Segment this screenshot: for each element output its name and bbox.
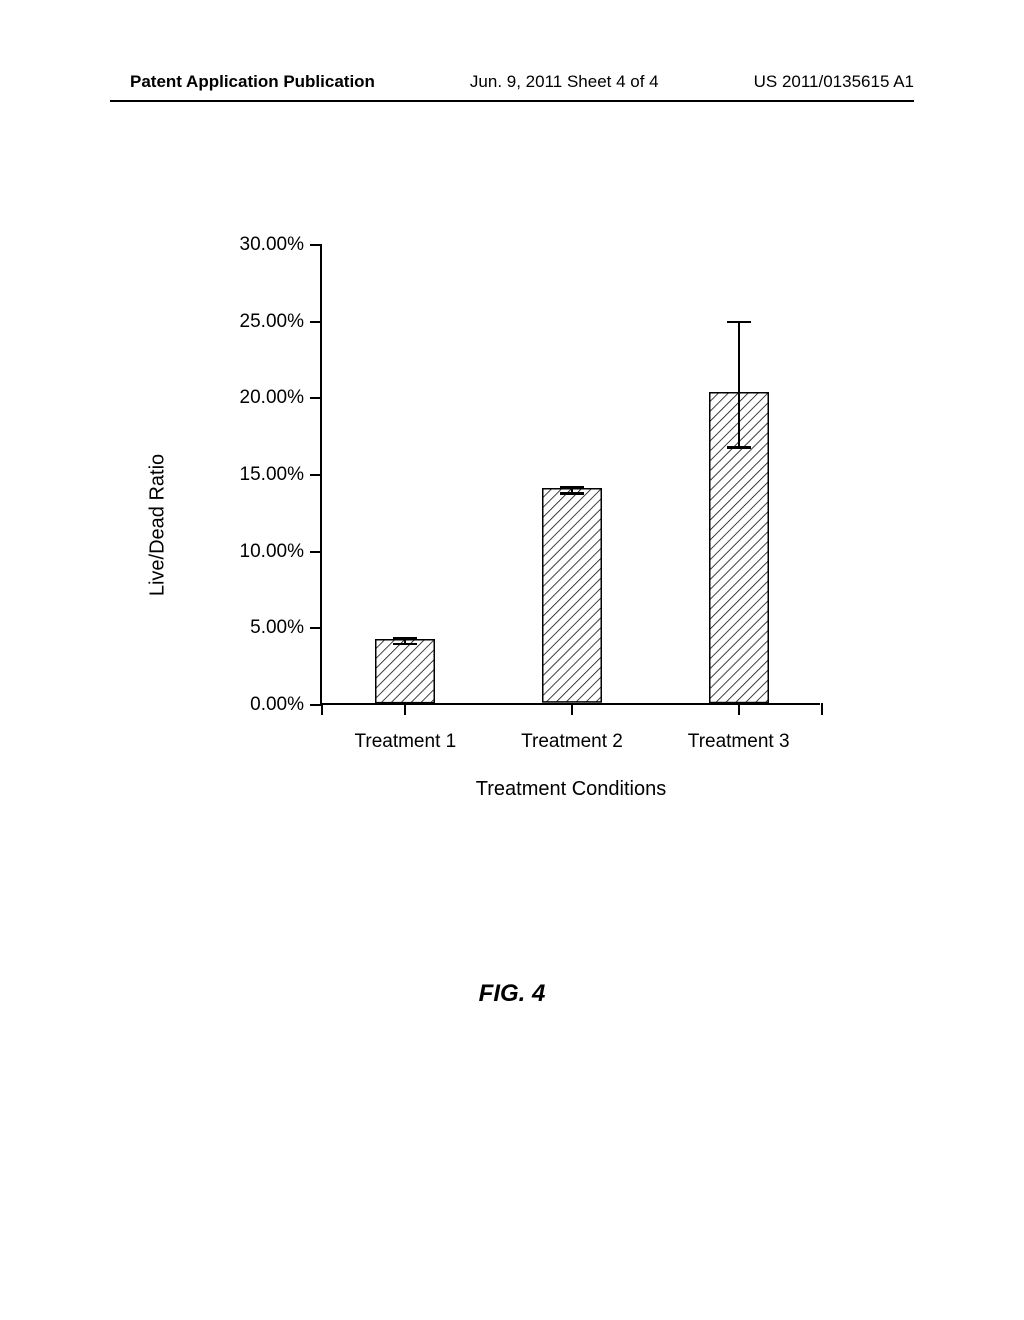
error-cap (560, 492, 584, 495)
y-tick-label: 30.00% (240, 234, 304, 256)
header-right: US 2011/0135615 A1 (754, 72, 914, 92)
y-tick-label: 10.00% (240, 541, 304, 563)
y-tick (310, 244, 322, 246)
x-tick-label: Treatment 1 (354, 731, 456, 753)
x-tick (821, 703, 823, 715)
header-rule (110, 100, 914, 102)
bar (375, 639, 435, 703)
y-tick (310, 321, 322, 323)
x-tick (571, 703, 573, 715)
x-tick-label: Treatment 2 (521, 731, 623, 753)
plot-area: Treatment Conditions 0.00%5.00%10.00%15.… (320, 245, 820, 705)
x-tick (404, 703, 406, 715)
error-cap (727, 446, 751, 449)
x-tick (321, 703, 323, 715)
error-cap (727, 321, 751, 324)
header-center: Jun. 9, 2011 Sheet 4 of 4 (470, 72, 659, 92)
error-cap (393, 643, 417, 646)
x-tick (738, 703, 740, 715)
y-tick-label: 5.00% (250, 617, 304, 639)
y-tick (310, 474, 322, 476)
y-tick-label: 20.00% (240, 387, 304, 409)
x-tick-label: Treatment 3 (688, 731, 790, 753)
y-axis-label: Live/Dead Ratio (147, 454, 170, 596)
header-left: Patent Application Publication (130, 72, 375, 92)
y-tick (310, 551, 322, 553)
chart: Live/Dead Ratio Treatment Conditions 0.0… (170, 245, 850, 805)
figure-caption: FIG. 4 (0, 980, 1024, 1008)
y-tick-label: 25.00% (240, 311, 304, 333)
x-axis-label: Treatment Conditions (476, 778, 666, 801)
error-bar (738, 322, 740, 448)
error-cap (393, 637, 417, 640)
y-tick-label: 15.00% (240, 464, 304, 486)
error-cap (560, 486, 584, 489)
y-tick (310, 397, 322, 399)
y-tick (310, 627, 322, 629)
bar (542, 488, 602, 703)
y-tick-label: 0.00% (250, 694, 304, 716)
